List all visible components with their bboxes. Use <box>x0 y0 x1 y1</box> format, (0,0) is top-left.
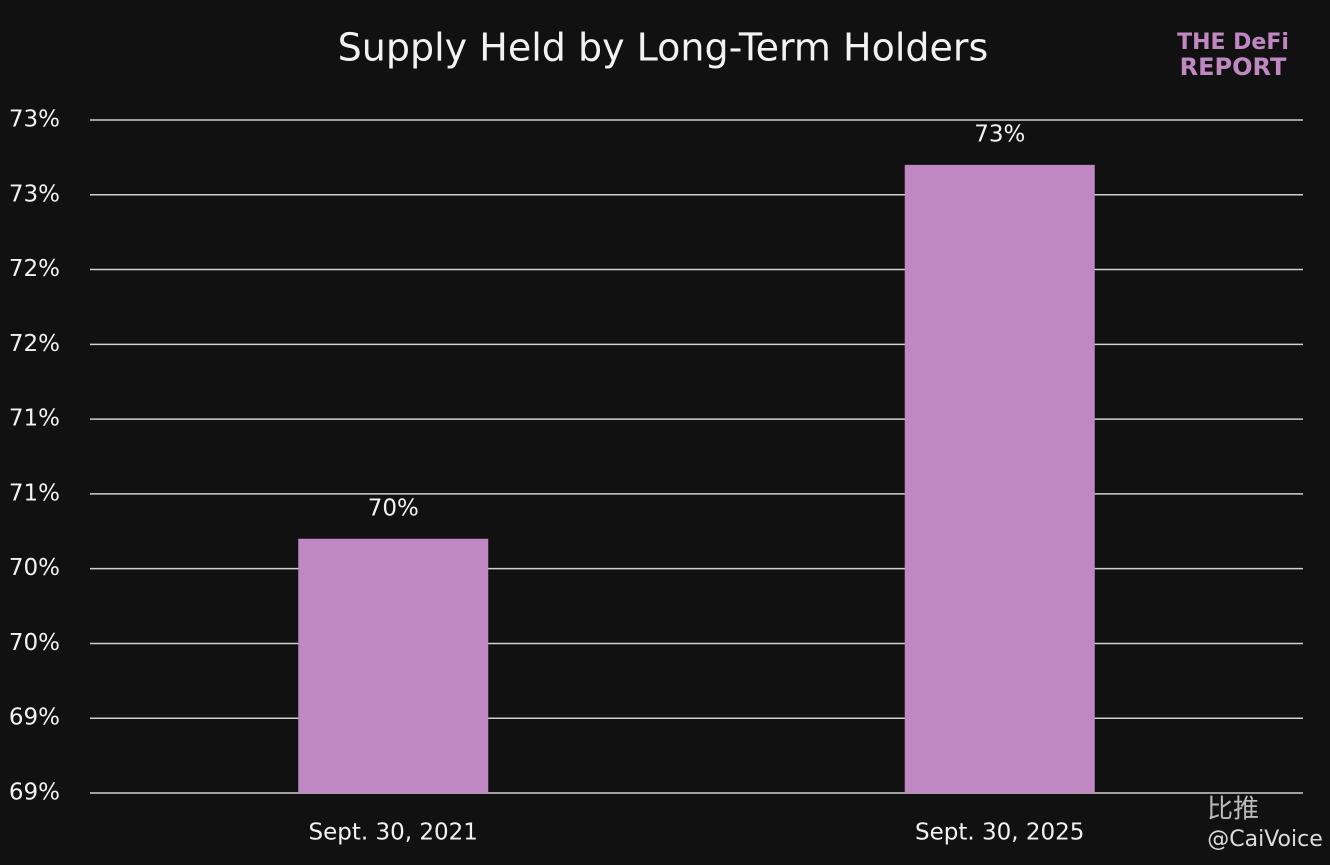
watermark-brand: 比推 <box>1207 795 1259 825</box>
bar <box>298 538 489 793</box>
y-tick-label: 70% <box>9 555 60 581</box>
y-tick-label: 69% <box>9 705 60 731</box>
logo-line: THE DeFi <box>1177 30 1289 55</box>
y-tick-label: 71% <box>9 480 60 506</box>
y-tick-label: 72% <box>9 256 60 282</box>
logo-line: REPORT <box>1180 53 1287 81</box>
y-tick-label: 72% <box>9 331 60 357</box>
x-tick-label: Sept. 30, 2025 <box>915 820 1084 846</box>
x-tick-label: Sept. 30, 2021 <box>309 820 478 846</box>
y-tick-label: 71% <box>9 406 60 432</box>
bar <box>904 164 1095 793</box>
chart-title: Supply Held by Long-Term Holders <box>338 26 989 70</box>
y-tick-label: 69% <box>9 780 60 806</box>
y-tick-label: 73% <box>9 107 60 133</box>
y-tick-label: 70% <box>9 630 60 656</box>
y-tick-label: 73% <box>9 181 60 207</box>
value-label: 73% <box>974 121 1025 147</box>
value-label: 70% <box>368 495 419 521</box>
watermark-handle: @CaiVoice <box>1207 827 1323 852</box>
